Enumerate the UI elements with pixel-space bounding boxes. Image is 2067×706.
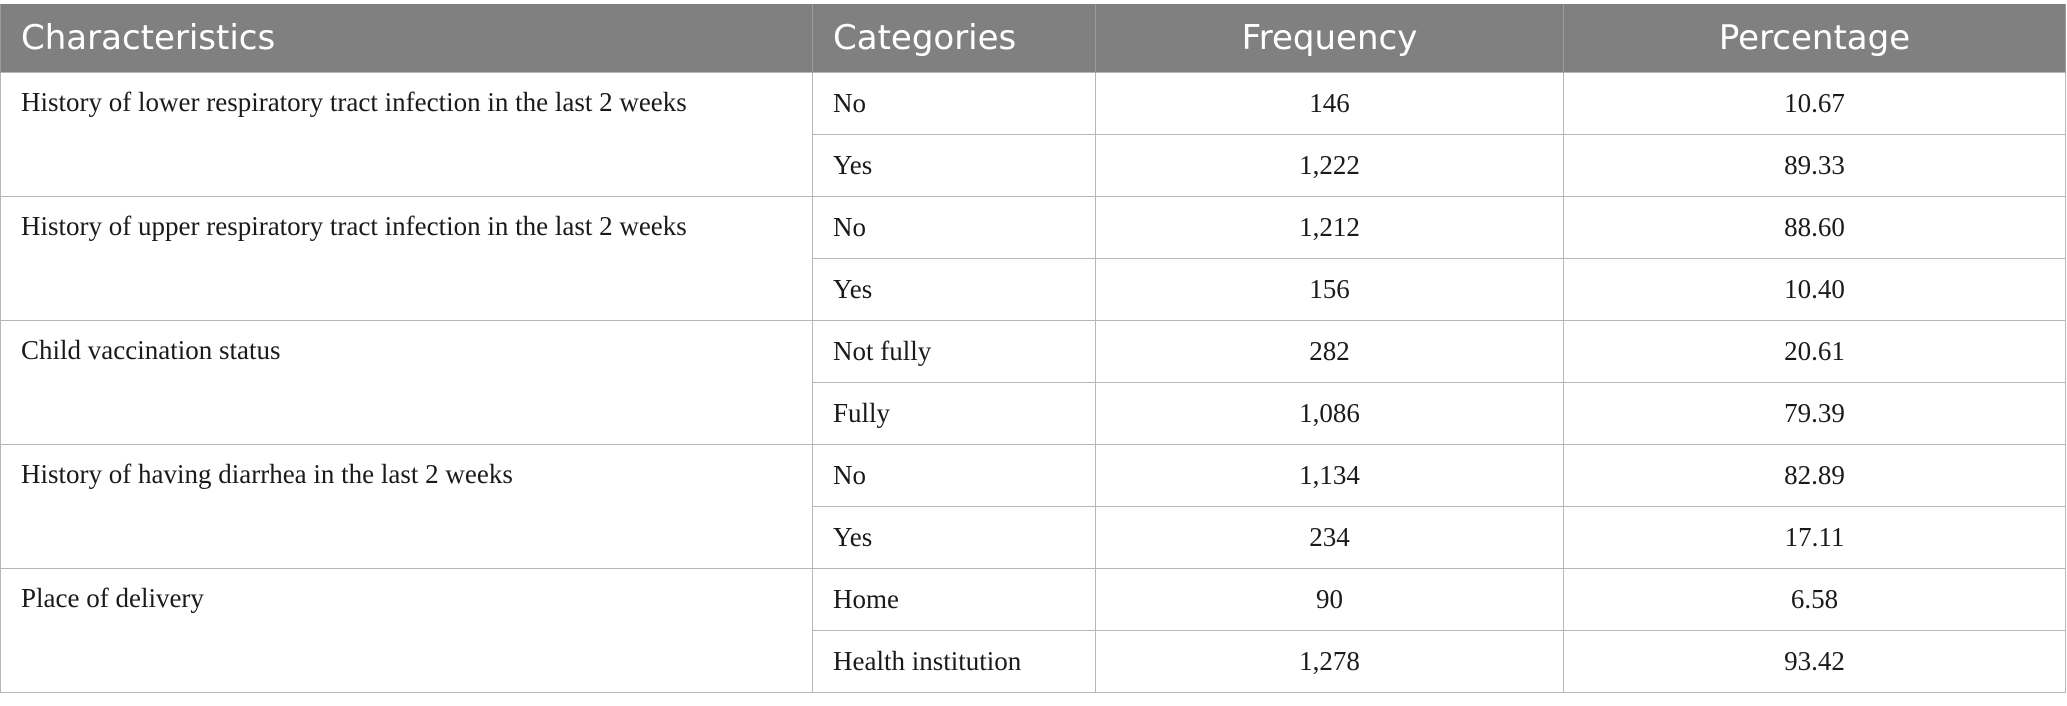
table-row: History of upper respiratory tract infec…: [0, 196, 2066, 321]
category-cell: Health institution: [812, 630, 1096, 693]
header-characteristics: Characteristics: [0, 4, 813, 73]
table-row: History of having diarrhea in the last 2…: [0, 444, 2066, 569]
frequency-cell: 1,134: [1095, 444, 1564, 507]
characteristic-cell: History of having diarrhea in the last 2…: [0, 444, 813, 569]
category-cell: No: [812, 72, 1096, 135]
percentage-cell: 17.11: [1563, 506, 2066, 569]
table-row: Yes 1,222 89.33: [1, 134, 2066, 197]
table-row: Fully 1,086 79.39: [1, 382, 2066, 445]
percentage-cell: 89.33: [1563, 134, 2066, 197]
header-row: Characteristics Categories Frequency Per…: [0, 4, 2066, 73]
category-cell: Fully: [812, 382, 1096, 445]
table-row: Place of delivery Home 90 6.58: [0, 568, 2066, 693]
percentage-cell: 10.67: [1563, 72, 2066, 135]
table-body: History of lower respiratory tract infec…: [0, 72, 2066, 693]
percentage-cell: 10.40: [1563, 258, 2066, 321]
table-row: Yes 234 17.11: [1, 506, 2066, 569]
frequency-cell: 282: [1095, 320, 1564, 383]
percentage-cell: 93.42: [1563, 630, 2066, 693]
frequency-cell: 146: [1095, 72, 1564, 135]
header-percentage: Percentage: [1563, 4, 2066, 73]
percentage-cell: 79.39: [1563, 382, 2066, 445]
frequency-cell: 90: [1095, 568, 1564, 631]
frequency-cell: 234: [1095, 506, 1564, 569]
frequency-cell: 1,212: [1095, 196, 1564, 259]
category-cell: Home: [812, 568, 1096, 631]
frequency-cell: 1,222: [1095, 134, 1564, 197]
category-cell: Yes: [812, 258, 1096, 321]
category-cell: No: [812, 196, 1096, 259]
category-cell: Not fully: [812, 320, 1096, 383]
table-row: Child vaccination status Not fully 282 2…: [0, 320, 2066, 445]
characteristic-cell: History of upper respiratory tract infec…: [0, 196, 813, 321]
header-frequency: Frequency: [1095, 4, 1564, 73]
frequency-cell: 1,086: [1095, 382, 1564, 445]
table-row: Health institution 1,278 93.42: [1, 630, 2066, 693]
header-categories: Categories: [812, 4, 1096, 73]
percentage-cell: 88.60: [1563, 196, 2066, 259]
frequency-cell: 1,278: [1095, 630, 1564, 693]
percentage-cell: 82.89: [1563, 444, 2066, 507]
table-header: Characteristics Categories Frequency Per…: [0, 4, 2066, 73]
category-cell: Yes: [812, 134, 1096, 197]
characteristic-cell: Child vaccination status: [0, 320, 813, 445]
frequency-cell: 156: [1095, 258, 1564, 321]
category-cell: No: [812, 444, 1096, 507]
table-row: History of lower respiratory tract infec…: [0, 72, 2066, 197]
data-table: Characteristics Categories Frequency Per…: [0, 4, 2066, 693]
characteristic-cell: History of lower respiratory tract infec…: [0, 72, 813, 197]
category-cell: Yes: [812, 506, 1096, 569]
characteristic-cell: Place of delivery: [0, 568, 813, 693]
percentage-cell: 20.61: [1563, 320, 2066, 383]
percentage-cell: 6.58: [1563, 568, 2066, 631]
